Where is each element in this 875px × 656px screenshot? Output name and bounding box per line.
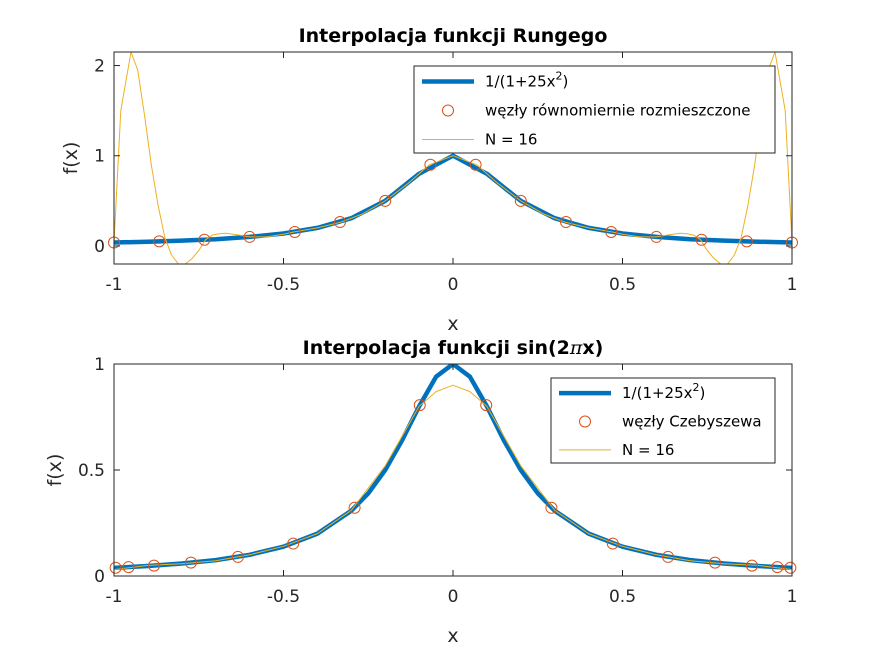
node-marker	[348, 501, 361, 514]
y-tick-label: 0	[94, 567, 105, 587]
x-tick-label: -0.5	[267, 275, 300, 295]
legend-label: 1/(1+25x2)	[485, 70, 568, 91]
x-tick-label: 0.5	[609, 275, 636, 295]
node-marker	[514, 194, 527, 207]
node-marker	[650, 230, 663, 243]
node-marker	[745, 559, 758, 572]
node-marker	[709, 556, 722, 569]
series-group	[114, 364, 792, 571]
chart-title: Interpolacja funkcji sin(2πx)	[303, 337, 604, 359]
node-marker	[243, 230, 256, 243]
x-tick-label: 1	[787, 275, 798, 295]
x-tick-label: 0.5	[609, 587, 636, 607]
bottom-axes: -1 -0.5 0 0.5 1 0 0.5 1 Interpolacja funkcji sin…	[44, 337, 797, 647]
chart-title: Interpolacja funkcji Rungego	[299, 25, 608, 47]
node-marker	[148, 559, 161, 572]
y-tick-label: 2	[94, 57, 105, 77]
x-axis-label: x	[447, 313, 458, 335]
legend-label: N = 16	[485, 131, 537, 149]
legend-label: 1/(1+25x2)	[622, 381, 705, 402]
node-marker	[424, 158, 437, 171]
x-tick-label: -1	[106, 275, 123, 295]
legend: 1/(1+25x2) węzły równomiernie rozmieszczo…	[413, 65, 776, 154]
node-marker	[122, 561, 135, 574]
node-marker	[153, 235, 166, 248]
x-tick-label: -1	[106, 587, 123, 607]
y-axis-label: f(x)	[44, 454, 66, 487]
x-tick-label: 1	[787, 587, 798, 607]
node-marker	[606, 537, 619, 550]
node-marker	[288, 225, 301, 238]
x-tick-label: 0	[448, 587, 459, 607]
y-axis-label: f(x)	[60, 142, 82, 175]
node-marker	[480, 399, 493, 412]
node-marker	[559, 216, 572, 229]
node-marker	[231, 550, 244, 563]
node-marker	[740, 235, 753, 248]
x-tick-label: 0	[448, 275, 459, 295]
y-tick-label: 0.5	[78, 461, 105, 481]
node-marker	[662, 550, 675, 563]
node-marker	[287, 537, 300, 550]
node-marker	[695, 233, 708, 246]
node-marker	[379, 194, 392, 207]
legend-box	[413, 65, 776, 154]
node-marker	[469, 158, 482, 171]
series-group	[114, 52, 792, 264]
legend-label: węzły Czebyszewa	[622, 413, 762, 431]
x-axis-label: x	[447, 625, 458, 647]
top-axes: -1 -0.5 0 0.5 1 0 1 2 Interpolacja funkcji Runge…	[60, 25, 798, 335]
y-tick-label: 1	[94, 355, 105, 375]
node-marker	[198, 233, 211, 246]
node-marker	[605, 225, 618, 238]
y-tick-label: 0	[94, 237, 105, 257]
node-marker	[545, 501, 558, 514]
node-marker	[771, 561, 784, 574]
legend-label: N = 16	[622, 441, 674, 459]
y-tick-label: 1	[94, 147, 105, 167]
legend-marker-nodes	[442, 104, 454, 117]
legend: 1/(1+25x2) węzły Czebyszewa N = 16	[550, 377, 776, 464]
legend-label: węzły równomiernie rozmieszczone	[485, 102, 750, 120]
node-marker	[184, 556, 197, 569]
node-marker	[334, 216, 347, 229]
node-marker	[109, 561, 122, 574]
legend-marker-nodes	[579, 415, 591, 428]
node-marker	[413, 399, 426, 412]
x-tick-label: -0.5	[267, 587, 300, 607]
interpolant-line	[114, 384, 792, 571]
interpolant-line	[114, 52, 792, 264]
node-marker	[784, 561, 797, 574]
